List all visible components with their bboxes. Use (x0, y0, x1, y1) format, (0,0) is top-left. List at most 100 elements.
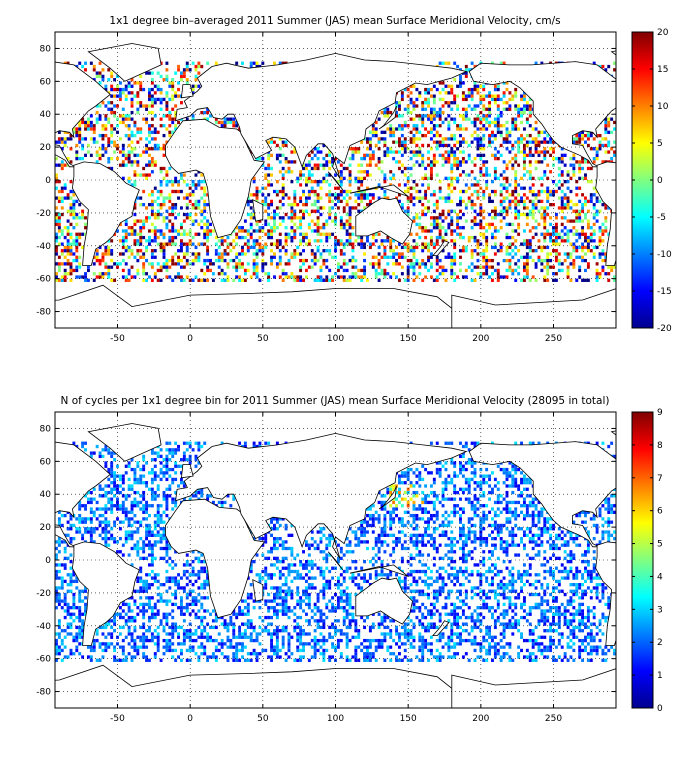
data-cell (435, 110, 439, 115)
colorbar-tick-label: 20 (657, 28, 669, 38)
data-cell (118, 150, 122, 154)
data-cell (235, 262, 239, 266)
data-cell (185, 249, 189, 253)
data-cell (377, 156, 381, 161)
data-cell (435, 258, 439, 263)
data-cell (55, 232, 58, 236)
data-cell (354, 206, 358, 210)
data-cell (421, 652, 425, 656)
data-cell (342, 176, 346, 180)
data-cell (502, 199, 506, 204)
data-cell (261, 229, 265, 233)
data-cell (107, 101, 111, 105)
data-cell (415, 124, 419, 128)
data-cell (185, 183, 189, 187)
data-cell (171, 130, 175, 134)
data-cell (98, 275, 102, 279)
data-cell (191, 222, 195, 227)
data-cell (444, 196, 448, 200)
data-cell (78, 203, 82, 207)
data-cell (267, 216, 271, 220)
data-cell (284, 262, 288, 266)
data-cell (331, 642, 335, 646)
data-cell (69, 222, 73, 227)
data-cell (531, 249, 535, 253)
data-cell (508, 97, 512, 102)
data-cell (319, 196, 323, 200)
data-cell (595, 272, 599, 276)
data-cell (525, 222, 529, 227)
data-cell (281, 189, 285, 194)
data-cell (226, 278, 230, 282)
data-cell (563, 652, 567, 656)
data-cell (168, 180, 172, 184)
data-cell (101, 258, 105, 263)
data-cell (456, 64, 460, 69)
data-cell (473, 104, 477, 108)
data-cell (511, 127, 515, 131)
data-cell (366, 173, 369, 177)
data-cell (485, 94, 489, 98)
data-cell (107, 252, 111, 256)
data-cell (255, 249, 259, 253)
data-cell (351, 635, 355, 639)
data-cell (110, 642, 114, 646)
data-cell (101, 275, 105, 279)
data-cell (415, 222, 419, 227)
data-cell (290, 160, 294, 164)
data-cell (502, 632, 506, 636)
data-cell (520, 635, 523, 639)
data-cell (139, 81, 143, 85)
data-cell (424, 97, 428, 102)
data-cell (194, 252, 198, 256)
data-cell (546, 150, 550, 154)
data-cell (57, 163, 61, 167)
data-cell (264, 232, 268, 236)
data-cell (560, 153, 564, 157)
data-cell (418, 632, 422, 636)
data-cell (220, 235, 224, 240)
data-cell (508, 258, 512, 263)
data-cell (557, 655, 561, 659)
data-cell (188, 232, 192, 236)
data-cell (179, 249, 183, 253)
data-cell (598, 272, 602, 276)
data-cell (284, 170, 288, 174)
data-cell (342, 268, 346, 273)
data-cell (322, 278, 326, 282)
data-cell (130, 101, 134, 105)
data-cell (200, 209, 204, 213)
data-cell (206, 249, 210, 253)
data-cell (209, 222, 212, 227)
data-cell (246, 229, 250, 233)
data-cell (124, 87, 128, 92)
data-cell (179, 189, 183, 194)
data-cell (130, 147, 134, 151)
data-cell (57, 268, 61, 273)
data-cell (232, 655, 236, 659)
data-cell (174, 658, 178, 662)
data-cell (313, 153, 317, 157)
data-cell (145, 104, 149, 108)
data-cell (60, 232, 64, 236)
data-cell (316, 232, 320, 236)
data-cell (517, 629, 521, 633)
data-cell (409, 173, 413, 177)
data-cell (354, 176, 358, 180)
data-cell (275, 180, 279, 184)
data-cell (171, 642, 175, 646)
data-cell (206, 245, 210, 250)
data-cell (499, 203, 503, 207)
data-cell (162, 219, 166, 223)
data-cell (307, 176, 311, 180)
data-cell (304, 199, 308, 204)
data-cell (429, 166, 433, 171)
colorbar-tick-label: 10 (657, 102, 669, 112)
data-cell (258, 625, 262, 630)
data-cell (182, 255, 186, 259)
data-cell (534, 160, 538, 164)
data-cell (133, 183, 137, 187)
data-cell (505, 245, 509, 250)
data-cell (171, 180, 175, 184)
data-cell (586, 262, 590, 266)
